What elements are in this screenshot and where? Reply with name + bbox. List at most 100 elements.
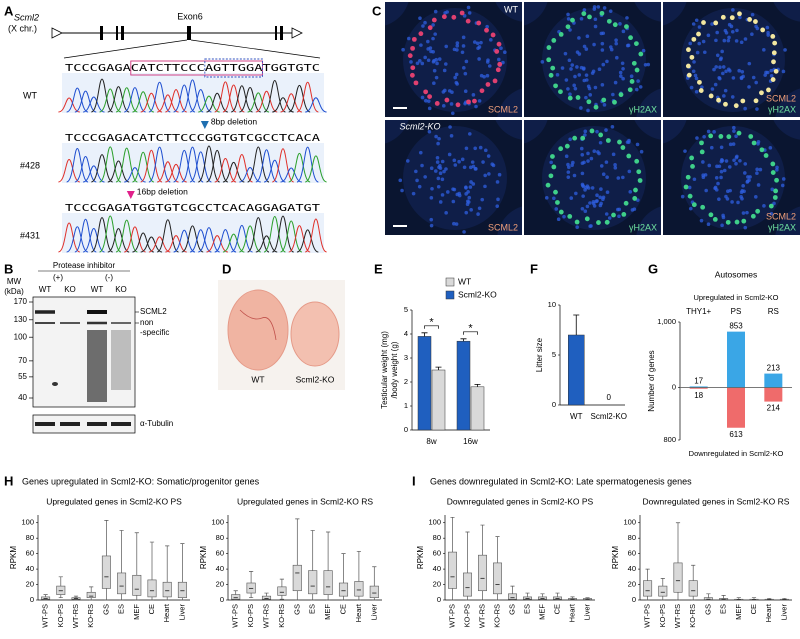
nucleus <box>433 9 438 14</box>
nucleus <box>429 196 434 200</box>
nucleus <box>549 160 553 165</box>
stained-cell <box>747 17 752 22</box>
y-tick-label: 20 <box>433 580 441 589</box>
nucleus <box>483 184 487 189</box>
nucleus <box>440 177 445 182</box>
nucleus <box>592 42 596 47</box>
whisker <box>89 597 94 601</box>
nucleus <box>701 175 706 180</box>
chromatogram-peak <box>181 225 204 253</box>
x-tick-label: KO-PS <box>246 604 255 627</box>
significance-bracket <box>424 325 439 329</box>
nucleus <box>781 69 786 74</box>
nucleus <box>581 194 585 198</box>
nucleus <box>728 69 732 73</box>
stained-cell <box>633 187 638 193</box>
stained-cell <box>686 72 692 78</box>
chromatogram-peak <box>58 159 80 183</box>
stained-cell <box>740 98 746 104</box>
nucleus <box>462 14 467 18</box>
y-tick-label: 0 <box>30 595 34 604</box>
nucleus <box>435 61 439 66</box>
stained-cell <box>768 203 774 209</box>
y-tick-label: 0 <box>437 595 441 604</box>
nucleus <box>423 98 428 103</box>
y-axis-label: Litter size <box>535 337 544 372</box>
lane-label: WT <box>91 285 104 294</box>
stained-cell <box>631 60 637 66</box>
nucleus <box>602 6 607 10</box>
chromatogram-peak <box>247 217 270 253</box>
label: non <box>140 318 153 327</box>
y-axis-label: RPKM <box>416 546 425 569</box>
y-tick-label: 3 <box>404 353 408 362</box>
nucleus <box>639 149 644 154</box>
gene-end <box>291 27 303 39</box>
nucleus <box>426 99 431 103</box>
stained-cell <box>553 83 558 89</box>
nucleus <box>486 154 491 158</box>
bar <box>456 340 471 431</box>
nucleus <box>572 173 577 178</box>
stained-cell <box>567 95 573 101</box>
nucleus <box>443 88 447 93</box>
micrograph <box>524 120 661 235</box>
nucleus <box>700 85 704 90</box>
nucleus <box>602 103 607 107</box>
nucleus <box>469 208 473 212</box>
nucleus <box>683 149 687 153</box>
nucleus <box>573 74 577 79</box>
nucleus <box>443 62 448 66</box>
stained-cell <box>708 212 714 218</box>
tubule <box>663 120 687 144</box>
nucleus <box>434 75 439 80</box>
nucleus <box>429 217 434 222</box>
row-label: #428 <box>20 160 40 170</box>
chromatogram-peak <box>115 87 138 113</box>
whisker <box>480 524 485 556</box>
x-tick-label: Heart <box>354 603 363 622</box>
y-tick-label: 100 <box>428 518 441 527</box>
nucleus <box>775 165 779 170</box>
stained-cell <box>751 140 757 146</box>
nucleus <box>715 30 719 35</box>
label: WT <box>251 374 264 384</box>
blot-header: Protease inhibitor <box>53 261 116 270</box>
nucleus <box>585 34 590 39</box>
nucleus <box>721 71 725 76</box>
nucleus <box>621 175 625 180</box>
nucleus <box>586 159 590 163</box>
chromatogram-peak <box>247 146 270 183</box>
nucleus <box>727 165 732 169</box>
nucleus <box>415 61 420 66</box>
stained-cell <box>713 20 719 26</box>
nucleus <box>421 24 425 28</box>
nucleus <box>591 69 596 74</box>
stained-cell <box>587 14 592 20</box>
nucleus <box>769 68 774 73</box>
chromatogram-peak <box>107 160 130 183</box>
y-tick-label: 100 <box>21 518 34 527</box>
x-tick-label: MEF <box>323 604 332 620</box>
box <box>658 585 668 597</box>
nucleus <box>563 51 568 56</box>
stained-cell <box>624 24 629 29</box>
stained-cell <box>476 20 482 26</box>
nucleus <box>703 173 708 177</box>
bar <box>764 387 783 402</box>
stained-cell <box>407 53 413 59</box>
significance: * <box>429 317 434 329</box>
stained-cell <box>596 220 601 225</box>
chromatogram-peak <box>124 167 146 183</box>
whisker <box>264 592 269 597</box>
stained-cell <box>558 32 564 37</box>
nucleus <box>483 173 487 178</box>
nucleus <box>694 76 699 81</box>
nucleus <box>467 195 472 200</box>
stained-cell <box>431 17 437 23</box>
stained-cell <box>633 41 639 47</box>
box <box>117 572 127 595</box>
stained-cell <box>683 184 689 190</box>
nucleus <box>729 24 734 29</box>
nucleus <box>497 172 502 177</box>
